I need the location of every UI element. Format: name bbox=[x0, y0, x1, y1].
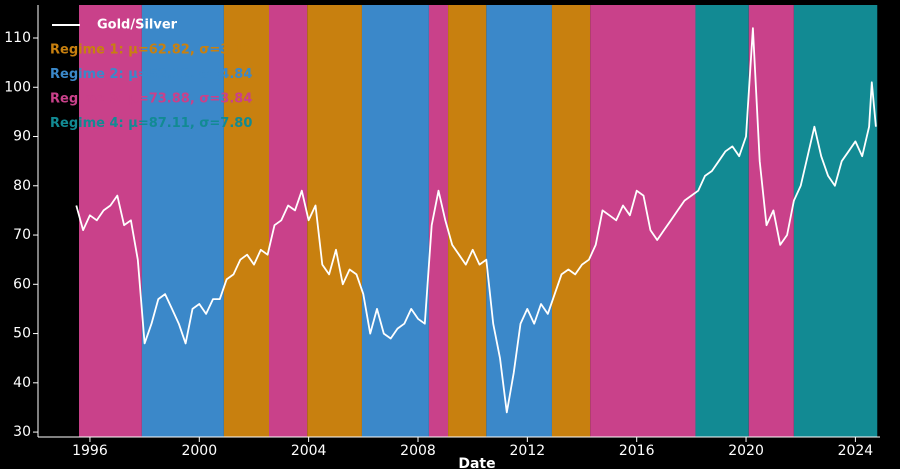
regime-band bbox=[590, 5, 696, 437]
y-tick-label: 30 bbox=[13, 424, 31, 440]
x-tick-label: 2020 bbox=[728, 443, 764, 459]
regime-band bbox=[448, 5, 487, 437]
regime-band bbox=[695, 5, 749, 437]
y-tick-label: 100 bbox=[4, 79, 31, 95]
y-tick-label: 90 bbox=[13, 129, 31, 145]
regime-band bbox=[486, 5, 552, 437]
x-tick-label: 2004 bbox=[291, 443, 327, 459]
x-axis-label: Date bbox=[458, 456, 495, 469]
regime-band bbox=[748, 5, 794, 437]
regime-band bbox=[428, 5, 449, 437]
legend-label: Gold/Silver bbox=[97, 18, 178, 33]
regime-band bbox=[141, 5, 224, 437]
regime-band bbox=[551, 5, 591, 437]
y-tick-label: 40 bbox=[13, 375, 31, 391]
x-tick-label: 2000 bbox=[181, 443, 217, 459]
regime-band bbox=[269, 5, 308, 437]
x-tick-label: 2016 bbox=[619, 443, 655, 459]
y-tick-label: 80 bbox=[13, 178, 31, 194]
regime-label: Regime 4: μ=87.11, σ=7.80 bbox=[50, 116, 252, 131]
bands bbox=[79, 5, 878, 437]
regime-band bbox=[793, 5, 878, 437]
y-tick-label: 110 bbox=[4, 30, 31, 46]
x-tick-label: 2024 bbox=[838, 443, 874, 459]
data-line bbox=[75, 27, 877, 414]
regime-label: Regime 2: μ=52.12, σ=4.84 bbox=[50, 67, 252, 82]
regime-label: Regime 1: μ=62.82, σ=3.12 bbox=[50, 43, 252, 58]
regime-band bbox=[307, 5, 362, 437]
y-tick-label: 70 bbox=[13, 227, 31, 243]
y-tick-label: 50 bbox=[13, 326, 31, 342]
x-tick-label: 2008 bbox=[400, 443, 436, 459]
lines bbox=[75, 27, 877, 414]
x-tick-label: 2012 bbox=[510, 443, 546, 459]
x-tick-label: 1996 bbox=[72, 443, 108, 459]
regime-band bbox=[361, 5, 429, 437]
regime-label: Regime 3: μ=73.88, σ=3.84 bbox=[50, 92, 252, 107]
y-tick-label: 60 bbox=[13, 276, 31, 292]
legend: Gold/Silver Regime 1: μ=62.82, σ=3.12 Regi… bbox=[50, 18, 252, 132]
axes: 30 40 50 60 70 80 90 100 110 1996 2000 2004 2008 2012… bbox=[4, 5, 880, 459]
regime-band bbox=[223, 5, 270, 437]
